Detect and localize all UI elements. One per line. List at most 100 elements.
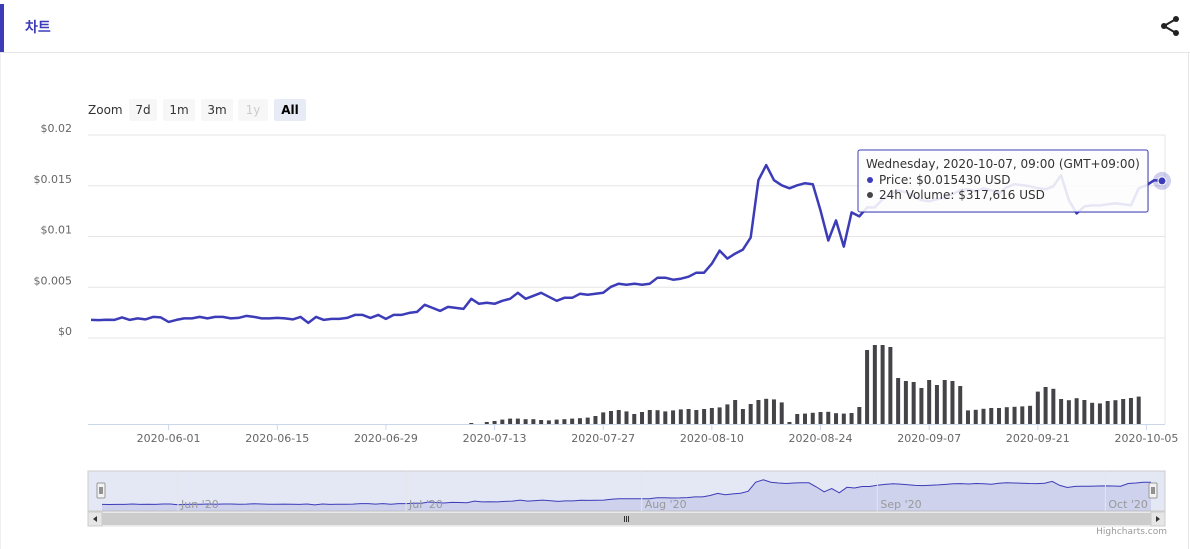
volume-bar: [733, 400, 738, 424]
volume-bar: [1097, 403, 1102, 424]
volume-bar: [810, 412, 815, 424]
volume-bar: [803, 413, 807, 424]
volume-bar: [686, 409, 691, 424]
range-button-1y: 1y: [238, 99, 268, 121]
volume-bar: [911, 382, 916, 424]
x-tick-label: 2020-09-07: [897, 432, 961, 445]
volume-bar: [1066, 400, 1071, 424]
volume-bar: [1082, 400, 1087, 424]
volume-bar: [934, 385, 939, 424]
volume-bar: [748, 404, 753, 424]
volume-bar: [965, 410, 970, 424]
navigator-line: [101, 479, 1152, 506]
volume-bar: [678, 409, 683, 424]
navigator-label: Sep '20: [880, 498, 921, 511]
volume-bar: [834, 413, 839, 424]
range-button-3m[interactable]: 3m: [201, 99, 233, 121]
navigator-area: [102, 479, 1151, 511]
volume-bar: [919, 388, 924, 424]
panel-title: 차트: [25, 20, 51, 36]
x-tick-label: 2020-10-05: [1115, 432, 1179, 445]
x-tick-label: 2020-08-10: [680, 432, 744, 445]
tooltip-dot: [867, 192, 873, 198]
navigator-left-handle[interactable]: [96, 482, 106, 499]
volume-bar: [857, 407, 862, 424]
volume-bar: [632, 414, 637, 424]
volume-bar: [508, 418, 513, 424]
volume-bar: [818, 412, 823, 424]
volume-bar: [903, 381, 908, 424]
volume-bar: [484, 422, 489, 424]
scroll-left-arrow-icon: [93, 516, 97, 522]
x-tick-label: 2020-06-01: [137, 432, 201, 445]
volume-bar: [973, 409, 978, 424]
tooltip-box: [857, 149, 1149, 213]
volume-bar: [523, 419, 528, 424]
range-button-7d[interactable]: 7d: [129, 99, 157, 121]
volume-bar: [1020, 406, 1025, 424]
volume-bar: [981, 408, 986, 424]
navigator-label: Aug '20: [645, 498, 687, 511]
volume-bar: [826, 411, 831, 424]
y-tick-label: $0.01: [41, 224, 73, 237]
tooltip-row: Price: $0.015430 USD: [879, 173, 1011, 187]
y-tick-label: $0.005: [34, 274, 73, 287]
tooltip-row-label: Price: [879, 173, 908, 187]
x-tick-label: 2020-06-29: [354, 432, 418, 445]
volume-bar: [709, 408, 714, 424]
y-tick-label: $0.02: [41, 122, 73, 135]
volume-bar: [624, 411, 629, 424]
volume-bar: [942, 380, 947, 424]
range-button-1m[interactable]: 1m: [163, 99, 195, 121]
tooltip-row-value: $0.015430 USD: [916, 173, 1010, 187]
y-tick-label: $0.015: [34, 173, 73, 186]
volume-bar: [989, 408, 994, 424]
navigator-label: Oct '20: [1108, 498, 1148, 511]
volume-bar: [717, 407, 722, 424]
navigator-label: Jul '20: [408, 498, 443, 511]
volume-bar: [771, 399, 776, 424]
volume-bar: [1090, 402, 1095, 424]
volume-bar: [849, 413, 854, 424]
frame-right: [1188, 53, 1189, 549]
x-tick-label: 2020-07-13: [463, 432, 527, 445]
volume-bar: [562, 419, 567, 424]
volume-bar: [671, 410, 676, 424]
volume-bar: [585, 417, 590, 424]
volume-bar: [601, 412, 606, 424]
volume-bar: [546, 420, 551, 424]
volume-bar: [702, 409, 707, 424]
volume-bar: [896, 378, 901, 424]
header-accent-bar: [0, 4, 4, 52]
volume-bar: [647, 410, 652, 424]
volume-bar: [570, 418, 575, 424]
zoom-label: Zoom: [88, 103, 123, 117]
volume-bar: [663, 411, 668, 424]
frame-left: [0, 53, 1, 549]
x-tick-label: 2020-06-15: [245, 432, 309, 445]
range-button-all[interactable]: All: [274, 99, 306, 121]
volume-bar: [1136, 396, 1141, 424]
volume-bar: [779, 402, 784, 424]
highcharts-credits[interactable]: Highcharts.com: [1096, 527, 1167, 537]
volume-bar: [469, 423, 474, 424]
volume-bar: [950, 381, 955, 424]
x-tick-label: 2020-09-21: [1006, 432, 1070, 445]
volume-bar: [608, 411, 613, 424]
volume-bar: [880, 345, 885, 424]
x-tick-label: 2020-08-24: [789, 432, 853, 445]
share-icon[interactable]: [1158, 14, 1182, 38]
volume-bar: [841, 413, 846, 424]
volume-bar: [756, 400, 761, 424]
volume-bar: [616, 410, 621, 424]
volume-bar: [1043, 387, 1048, 424]
chart-panel-header: 차트: [0, 0, 1190, 53]
volume-bar: [500, 419, 505, 424]
x-tick-label: 2020-07-27: [571, 432, 635, 445]
hover-point[interactable]: [1157, 176, 1167, 186]
volume-bar: [740, 409, 745, 424]
navigator-right-handle[interactable]: [1148, 482, 1158, 499]
volume-bar: [1004, 407, 1009, 424]
tooltip-row-label: 24h Volume: [879, 188, 950, 202]
